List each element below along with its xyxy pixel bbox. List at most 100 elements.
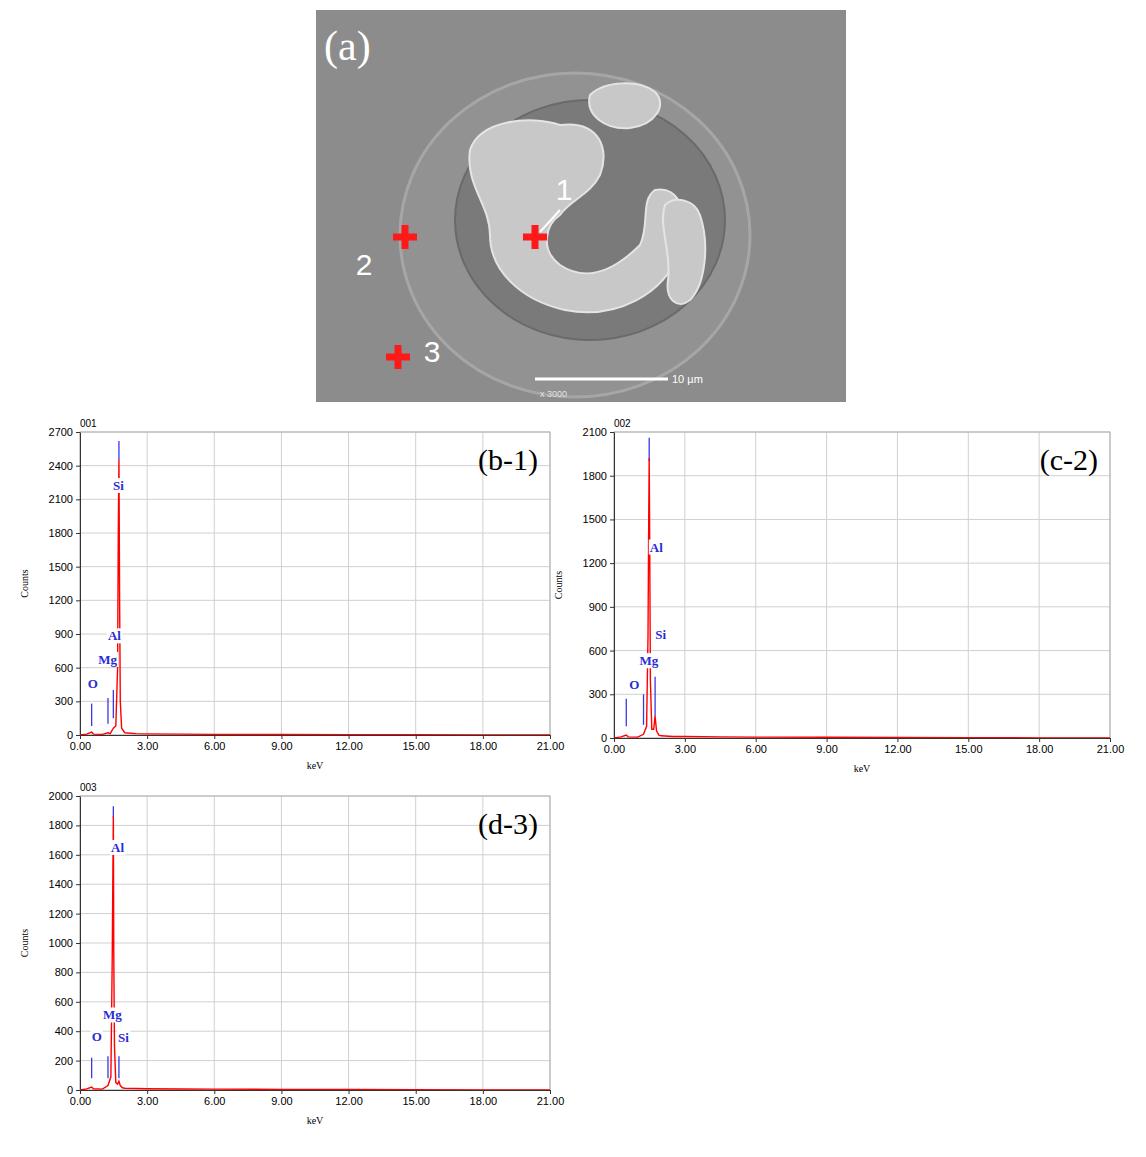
label-patch [97, 652, 118, 667]
tick-label: 3.00 [137, 1095, 158, 1107]
tick: 18.00 [470, 735, 498, 752]
tick-mark [76, 825, 80, 826]
tick-label: 1500 [49, 561, 73, 573]
tick-mark [76, 533, 80, 534]
tick-label: 3.00 [675, 743, 696, 755]
tick-mark [610, 519, 614, 520]
tick-mark [76, 567, 80, 568]
chart-title: 003 [80, 782, 97, 793]
element-line [107, 698, 108, 724]
tick-label: 9.00 [816, 743, 837, 755]
tick: 0.00 [604, 738, 625, 755]
grid-line-y [80, 884, 550, 885]
grid-line-y [80, 634, 550, 635]
panel-label: (d-3) [478, 807, 538, 841]
y-axis-title: Counts [19, 569, 30, 597]
element-line [118, 1056, 119, 1078]
grid-line-y [80, 499, 550, 500]
tick-label: 2400 [49, 460, 73, 472]
tick-label: 1200 [583, 557, 607, 569]
spectrum-panel: 0.003.006.009.0012.0015.0018.0021.000300… [553, 418, 1124, 774]
axis-line [614, 433, 615, 739]
element-label: Mg [98, 652, 117, 667]
tick-label: 900 [55, 628, 73, 640]
tick-label: 1400 [49, 878, 73, 890]
tick: 2100 [49, 493, 80, 505]
grid [80, 432, 550, 735]
tick-label: 12.00 [884, 743, 912, 755]
plot-marks [80, 806, 550, 1090]
magnification: x 3000 [540, 389, 567, 399]
tick-mark [610, 563, 614, 564]
annotations: OMgSiAl [628, 540, 667, 692]
tick-mark [610, 738, 614, 739]
tick-label: 3.00 [137, 740, 158, 752]
grid-line-y [80, 701, 550, 702]
grid-line-x [415, 432, 416, 735]
element-line [643, 694, 644, 725]
tick: 1800 [49, 819, 80, 831]
axis-line [81, 1090, 551, 1091]
grid-line-y [80, 533, 550, 534]
y-axis-title: Counts [19, 929, 30, 957]
x-axis-title: keV [307, 1115, 324, 1126]
tick: 1800 [49, 527, 80, 539]
marker-cross [386, 345, 410, 369]
y-axis-title: Counts [553, 571, 564, 599]
particle [469, 120, 683, 312]
tick-label: 600 [55, 662, 73, 674]
scale-bar-label: 10 µm [672, 373, 703, 385]
tick: 0 [67, 1084, 80, 1096]
tick: 600 [55, 996, 80, 1008]
grid-line-y [80, 1001, 550, 1002]
x-axis: 0.003.006.009.0012.0015.0018.0021.00 [604, 738, 1124, 755]
element-line [626, 699, 627, 727]
grid-line-x [1039, 432, 1040, 738]
grid-line-y [614, 475, 1110, 476]
particle [663, 200, 705, 304]
tick-label: 1200 [49, 594, 73, 606]
tick-mark [76, 1061, 80, 1062]
tick: 1500 [49, 561, 80, 573]
tick-mark [968, 738, 969, 742]
tick-label: 0 [67, 1084, 73, 1096]
point-label: 2 [356, 248, 373, 281]
tick: 2000 [49, 790, 80, 802]
particle [589, 83, 660, 128]
tick: 400 [55, 1025, 80, 1037]
tick-mark [80, 735, 81, 739]
tick: 9.00 [271, 735, 292, 752]
tick: 1000 [49, 937, 80, 949]
label-patch [110, 840, 125, 855]
element-line [649, 438, 650, 461]
tick-label: 1800 [49, 527, 73, 539]
grid-line-y [614, 694, 1110, 695]
tick-label: 15.00 [402, 1095, 430, 1107]
x-axis: 0.003.006.009.0012.0015.0018.0021.00 [70, 735, 564, 752]
spectrum-line [80, 817, 550, 1090]
tick-mark [76, 499, 80, 500]
axis-line [81, 735, 551, 736]
plot-frame [80, 796, 550, 1090]
tick-mark [76, 466, 80, 467]
tick: 1200 [49, 594, 80, 606]
grid-line-y [80, 566, 550, 567]
spectrum-panel: 0.003.006.009.0012.0015.0018.0021.000200… [19, 782, 564, 1126]
tick-label: 300 [55, 695, 73, 707]
tick-mark [214, 1090, 215, 1094]
tick: 12.00 [884, 738, 912, 755]
tick-mark [483, 1090, 484, 1094]
tick-mark [76, 972, 80, 973]
tick-mark [349, 1090, 350, 1094]
tick-label: 2000 [49, 790, 73, 802]
tick-label: 9.00 [271, 740, 292, 752]
tick-mark [416, 735, 417, 739]
tick-label: 15.00 [955, 743, 983, 755]
tick: 12.00 [335, 1090, 363, 1107]
tick: 0.00 [70, 1090, 91, 1107]
tick-mark [610, 651, 614, 652]
point-label: 3 [424, 335, 441, 368]
grid-line-x [684, 432, 685, 738]
axis-line [80, 797, 81, 1091]
tick-label: 6.00 [204, 740, 225, 752]
